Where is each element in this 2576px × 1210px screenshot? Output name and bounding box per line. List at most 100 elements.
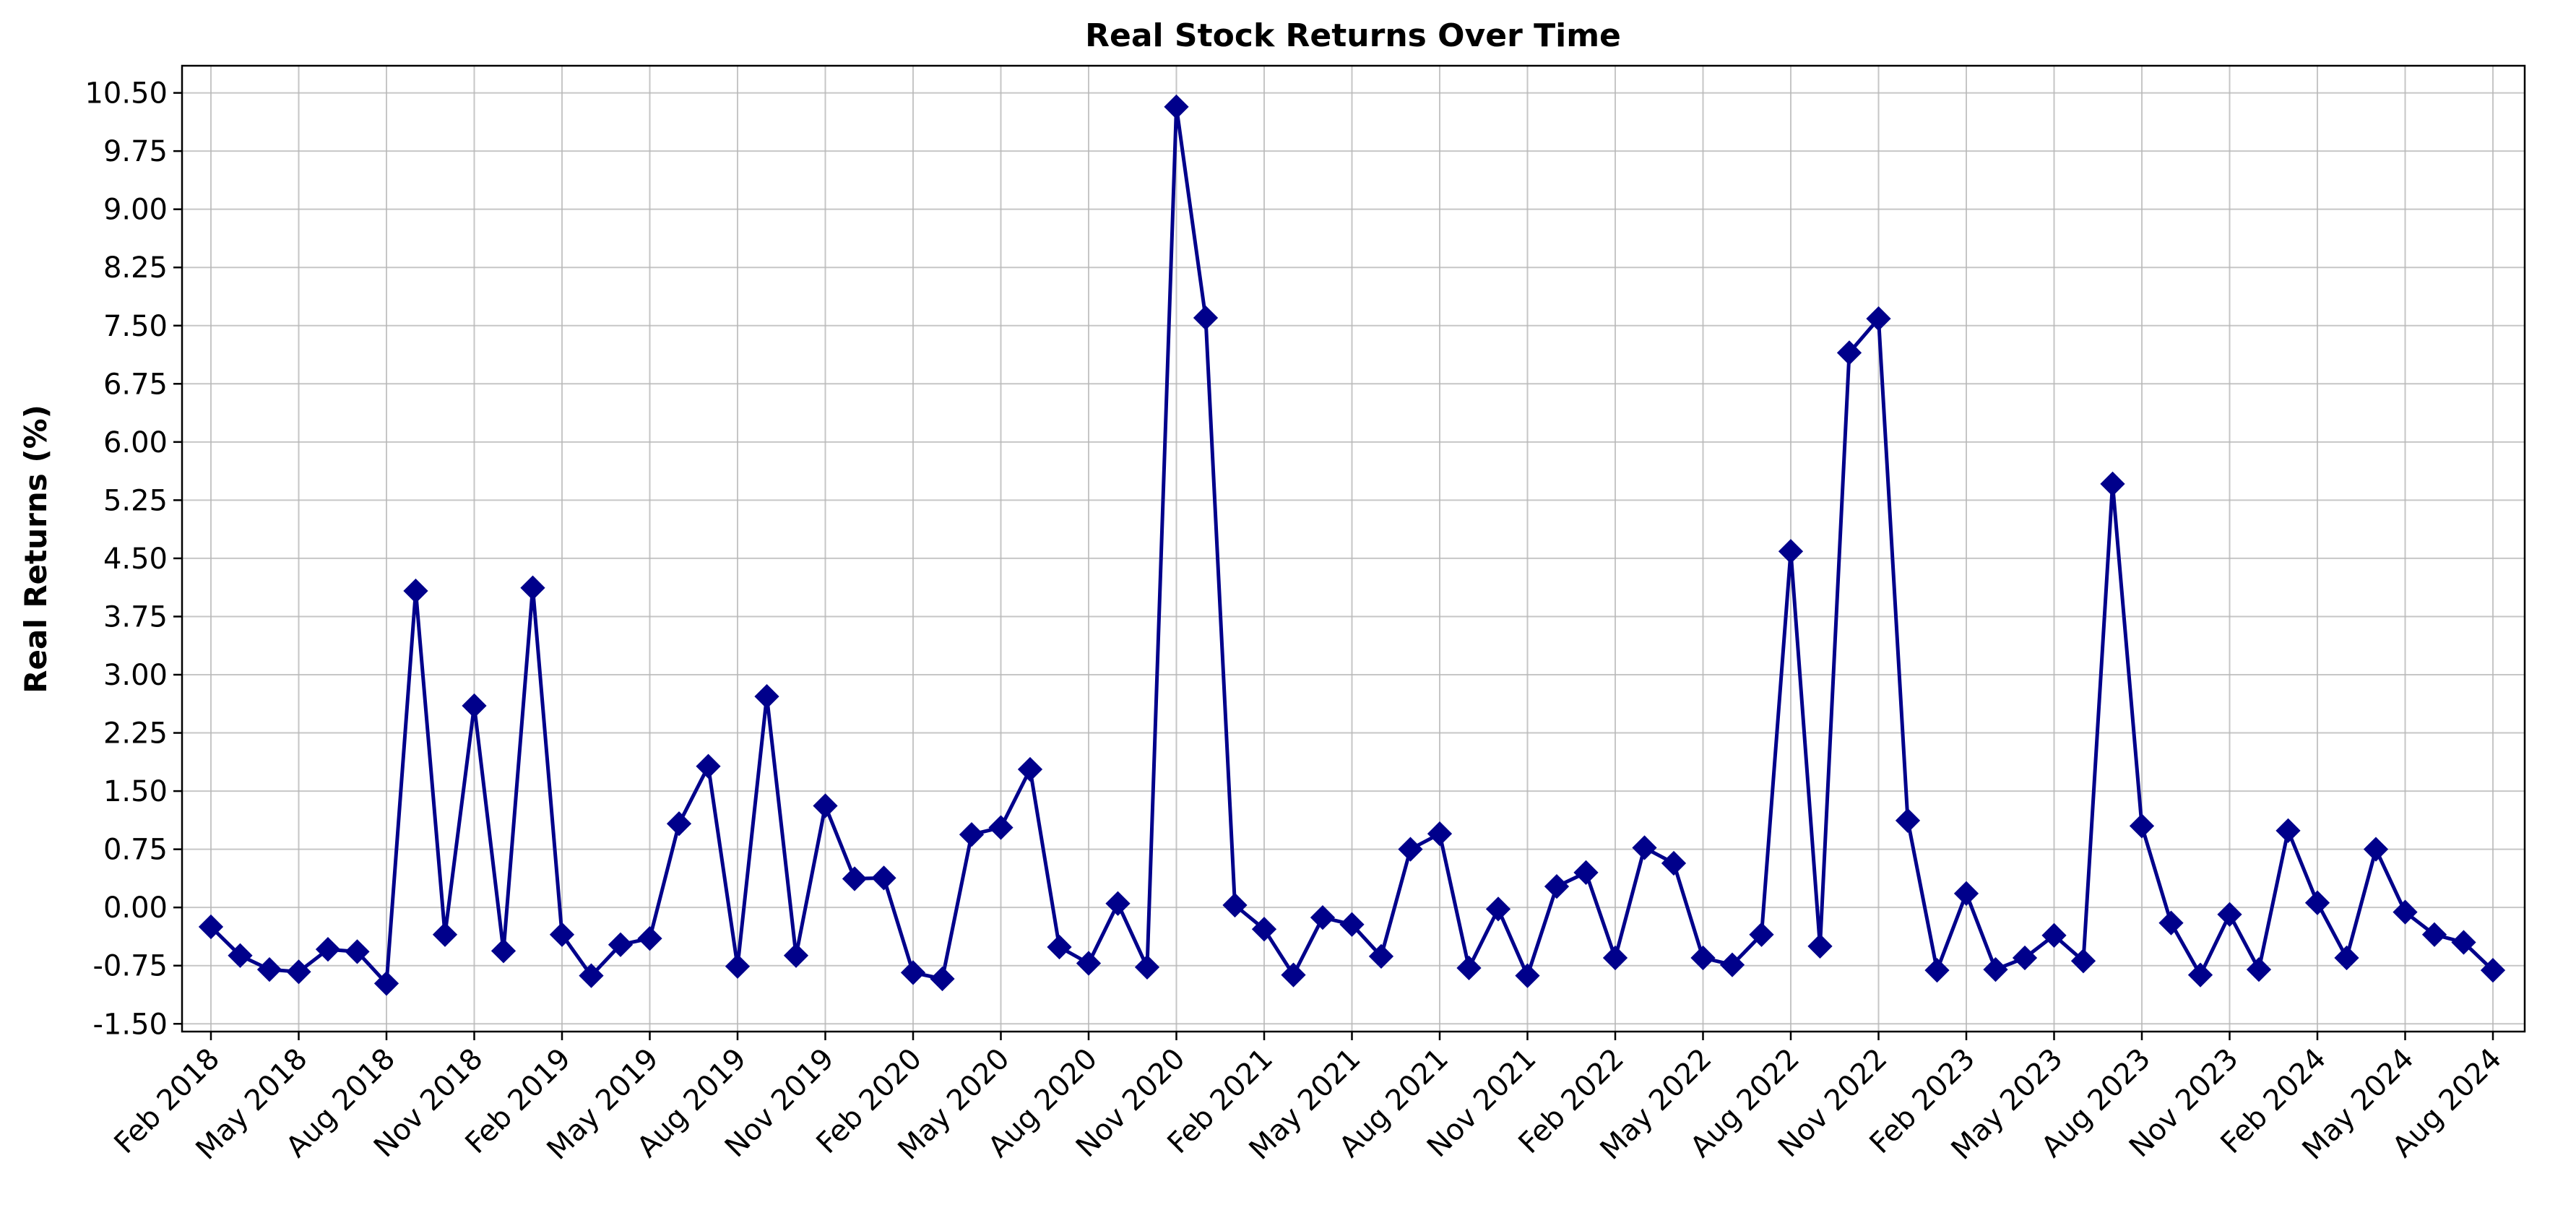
- data-point: [403, 578, 428, 604]
- data-point: [1251, 917, 1277, 942]
- data-point: [315, 937, 341, 962]
- y-tick-label: 3.75: [103, 600, 168, 634]
- y-tick-label: 0.00: [103, 891, 168, 925]
- data-point: [813, 793, 838, 818]
- data-point: [286, 959, 311, 985]
- data-point: [1076, 951, 1102, 976]
- grid: [182, 66, 2525, 1032]
- data-point: [490, 938, 517, 964]
- data-point: [1485, 896, 1511, 922]
- y-tick-label: 6.75: [103, 368, 168, 401]
- data-point: [783, 943, 809, 968]
- data-point: [1017, 756, 1043, 782]
- data-point: [1983, 956, 2008, 982]
- data-point: [637, 926, 662, 951]
- data-point: [1368, 943, 1394, 969]
- data-point: [608, 932, 634, 957]
- data-point: [432, 922, 458, 947]
- data-point: [1632, 835, 1657, 860]
- chart-title: Real Stock Returns Over Time: [1085, 17, 1621, 54]
- y-tick-label: 2.25: [103, 717, 168, 751]
- data-point: [1047, 934, 1072, 960]
- data-point: [1427, 821, 1453, 847]
- data-point: [520, 575, 545, 600]
- y-tick-label: 10.50: [85, 77, 168, 111]
- y-tick-label: 8.25: [103, 251, 168, 285]
- data-point: [1661, 850, 1687, 876]
- data-point: [1719, 952, 1745, 977]
- data-point: [1836, 340, 1862, 366]
- data-point: [754, 683, 779, 709]
- data-point: [2421, 922, 2447, 947]
- data-point: [1339, 912, 1365, 937]
- y-tick-label: 0.75: [103, 834, 168, 867]
- data-point: [1778, 539, 1804, 564]
- y-tick-label: -0.75: [93, 950, 168, 983]
- data-point: [2246, 956, 2272, 982]
- data-point: [930, 966, 955, 992]
- y-tick-label: -1.50: [93, 1008, 168, 1041]
- y-tick-label: 9.75: [103, 135, 168, 168]
- data-point: [198, 914, 224, 940]
- data-point: [1544, 874, 1570, 899]
- data-point: [2158, 910, 2184, 935]
- data-point: [462, 693, 487, 719]
- data-point: [1749, 922, 1774, 947]
- data-point: [1953, 881, 1979, 906]
- data-point: [2363, 837, 2389, 862]
- data-point: [2187, 962, 2213, 988]
- data-point: [1807, 933, 1833, 959]
- y-axis-label: Real Returns (%): [18, 405, 53, 693]
- data-point: [1310, 905, 1336, 930]
- data-point: [871, 865, 896, 891]
- data-point: [1690, 945, 1716, 971]
- data-point: [1573, 860, 1599, 885]
- data-point: [988, 815, 1013, 840]
- data-point: [1164, 94, 1189, 120]
- y-axis: -1.50 -0.75 0.00 0.75 1.50 2.25 3.00 3.75 4.50 5.…: [85, 77, 182, 1041]
- data-point: [842, 866, 868, 891]
- y-tick-label: 7.50: [103, 310, 168, 343]
- data-point: [549, 922, 575, 947]
- data-point: [696, 753, 721, 779]
- data-point: [2100, 471, 2125, 496]
- plot-frame: [181, 64, 2526, 1033]
- data-point: [900, 960, 926, 985]
- data-point: [1134, 954, 1160, 980]
- data-point: [345, 939, 370, 964]
- data-point: [1602, 945, 1628, 971]
- data-point: [666, 811, 692, 837]
- data-point: [579, 963, 604, 988]
- data-point: [1924, 958, 1950, 983]
- data-point: [1398, 837, 1423, 862]
- data-point: [1281, 962, 1306, 988]
- data-point: [1456, 955, 1482, 981]
- data-point: [725, 954, 751, 979]
- y-tick-label: 9.00: [103, 194, 168, 227]
- data-point: [2070, 948, 2096, 974]
- data-point: [1895, 808, 1921, 834]
- data-point: [2012, 945, 2038, 971]
- data-point: [1222, 892, 1248, 918]
- data-point: [2451, 930, 2476, 955]
- y-tick-label: 3.00: [103, 659, 168, 692]
- data-point: [2275, 818, 2301, 843]
- data-point: [959, 822, 985, 847]
- data-point: [228, 943, 253, 968]
- data-point: [1193, 305, 1219, 331]
- data-point: [2041, 922, 2067, 948]
- data-point: [256, 956, 282, 982]
- y-tick-label: 5.25: [103, 484, 168, 517]
- data-point: [2393, 899, 2418, 925]
- data-point: [2217, 902, 2242, 927]
- data-point: [2304, 890, 2330, 915]
- data-point: [1866, 306, 1891, 332]
- series-real-returns: [198, 94, 2506, 996]
- data-point: [373, 971, 399, 996]
- data-point: [1105, 891, 1131, 916]
- data-point: [2480, 958, 2506, 983]
- data-point: [1515, 963, 1540, 988]
- data-point: [2334, 945, 2359, 971]
